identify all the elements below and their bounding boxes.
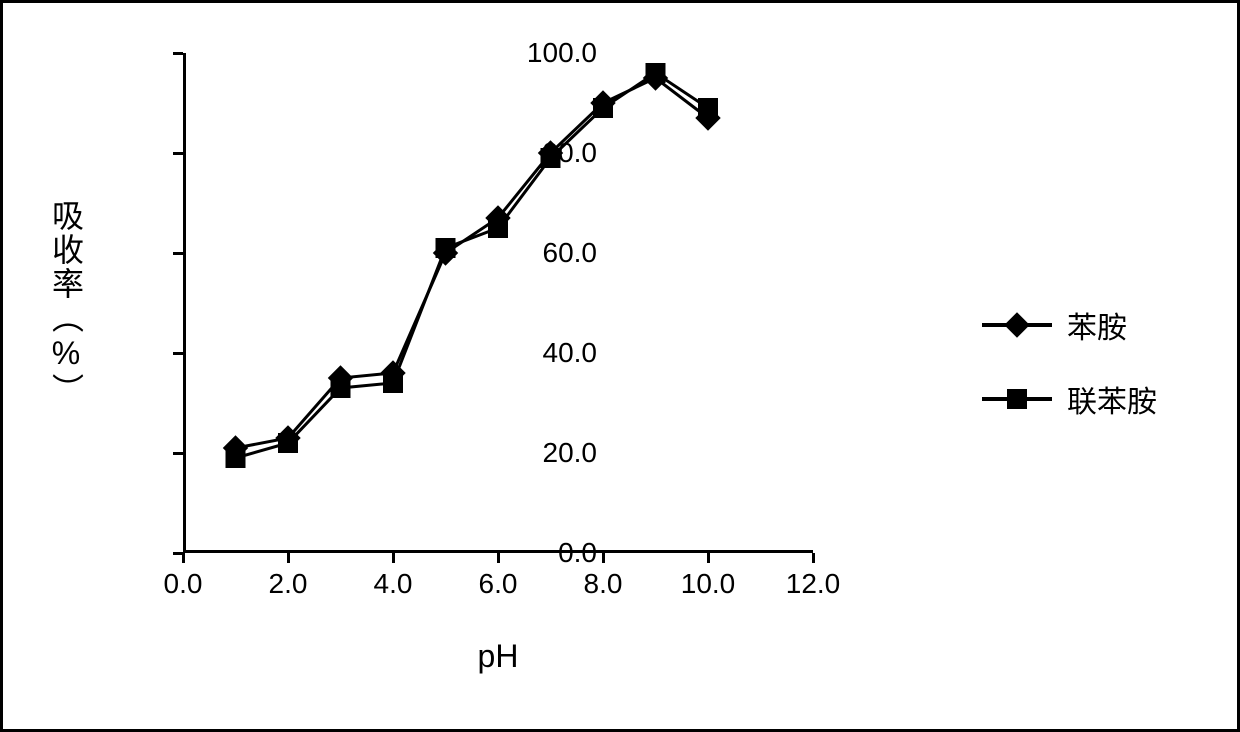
y-tick	[173, 152, 183, 155]
square-marker	[278, 433, 298, 453]
square-icon	[1007, 389, 1027, 409]
square-marker	[698, 98, 718, 118]
y-tick	[173, 52, 183, 55]
square-marker	[383, 373, 403, 393]
legend-item: 苯胺	[982, 303, 1157, 347]
y-tick-label: 20.0	[543, 437, 598, 469]
chart-container: 吸收率（%） pH 苯胺联苯胺 0.0 20.0 40.0 60.0 80.0 100.0…	[0, 0, 1240, 732]
legend: 苯胺联苯胺	[982, 303, 1157, 451]
legend-label: 苯胺	[1067, 303, 1127, 347]
x-tick	[392, 553, 395, 563]
square-marker	[646, 63, 666, 83]
y-tick	[173, 352, 183, 355]
x-axis-title: pH	[478, 638, 519, 675]
x-tick	[287, 553, 290, 563]
x-tick	[497, 553, 500, 563]
x-tick-label: 6.0	[479, 568, 518, 600]
y-tick-label: 40.0	[543, 337, 598, 369]
diamond-icon	[1004, 312, 1029, 337]
y-tick-label: 100.0	[527, 37, 597, 69]
y-tick	[173, 452, 183, 455]
x-tick	[812, 553, 815, 563]
square-marker	[593, 98, 613, 118]
legend-item: 联苯胺	[982, 377, 1157, 421]
x-tick-label: 12.0	[786, 568, 841, 600]
x-tick	[602, 553, 605, 563]
square-marker	[488, 218, 508, 238]
legend-line	[982, 323, 1052, 327]
x-tick	[707, 553, 710, 563]
y-tick-label: 0.0	[558, 537, 597, 569]
y-tick	[173, 252, 183, 255]
x-tick-label: 2.0	[269, 568, 308, 600]
square-marker	[436, 238, 456, 258]
series-line	[236, 73, 709, 458]
x-tick	[182, 553, 185, 563]
x-tick-label: 8.0	[584, 568, 623, 600]
x-tick-label: 0.0	[164, 568, 203, 600]
legend-label: 联苯胺	[1067, 377, 1157, 421]
plot-area	[183, 53, 813, 553]
square-marker	[331, 378, 351, 398]
y-tick-label: 80.0	[543, 137, 598, 169]
square-marker	[226, 448, 246, 468]
legend-line	[982, 397, 1052, 401]
y-axis-title: 吸收率（%）	[43, 199, 89, 407]
series-line	[236, 78, 709, 448]
x-tick-label: 10.0	[681, 568, 736, 600]
chart-svg	[183, 53, 813, 553]
x-tick-label: 4.0	[374, 568, 413, 600]
y-tick-label: 60.0	[543, 237, 598, 269]
